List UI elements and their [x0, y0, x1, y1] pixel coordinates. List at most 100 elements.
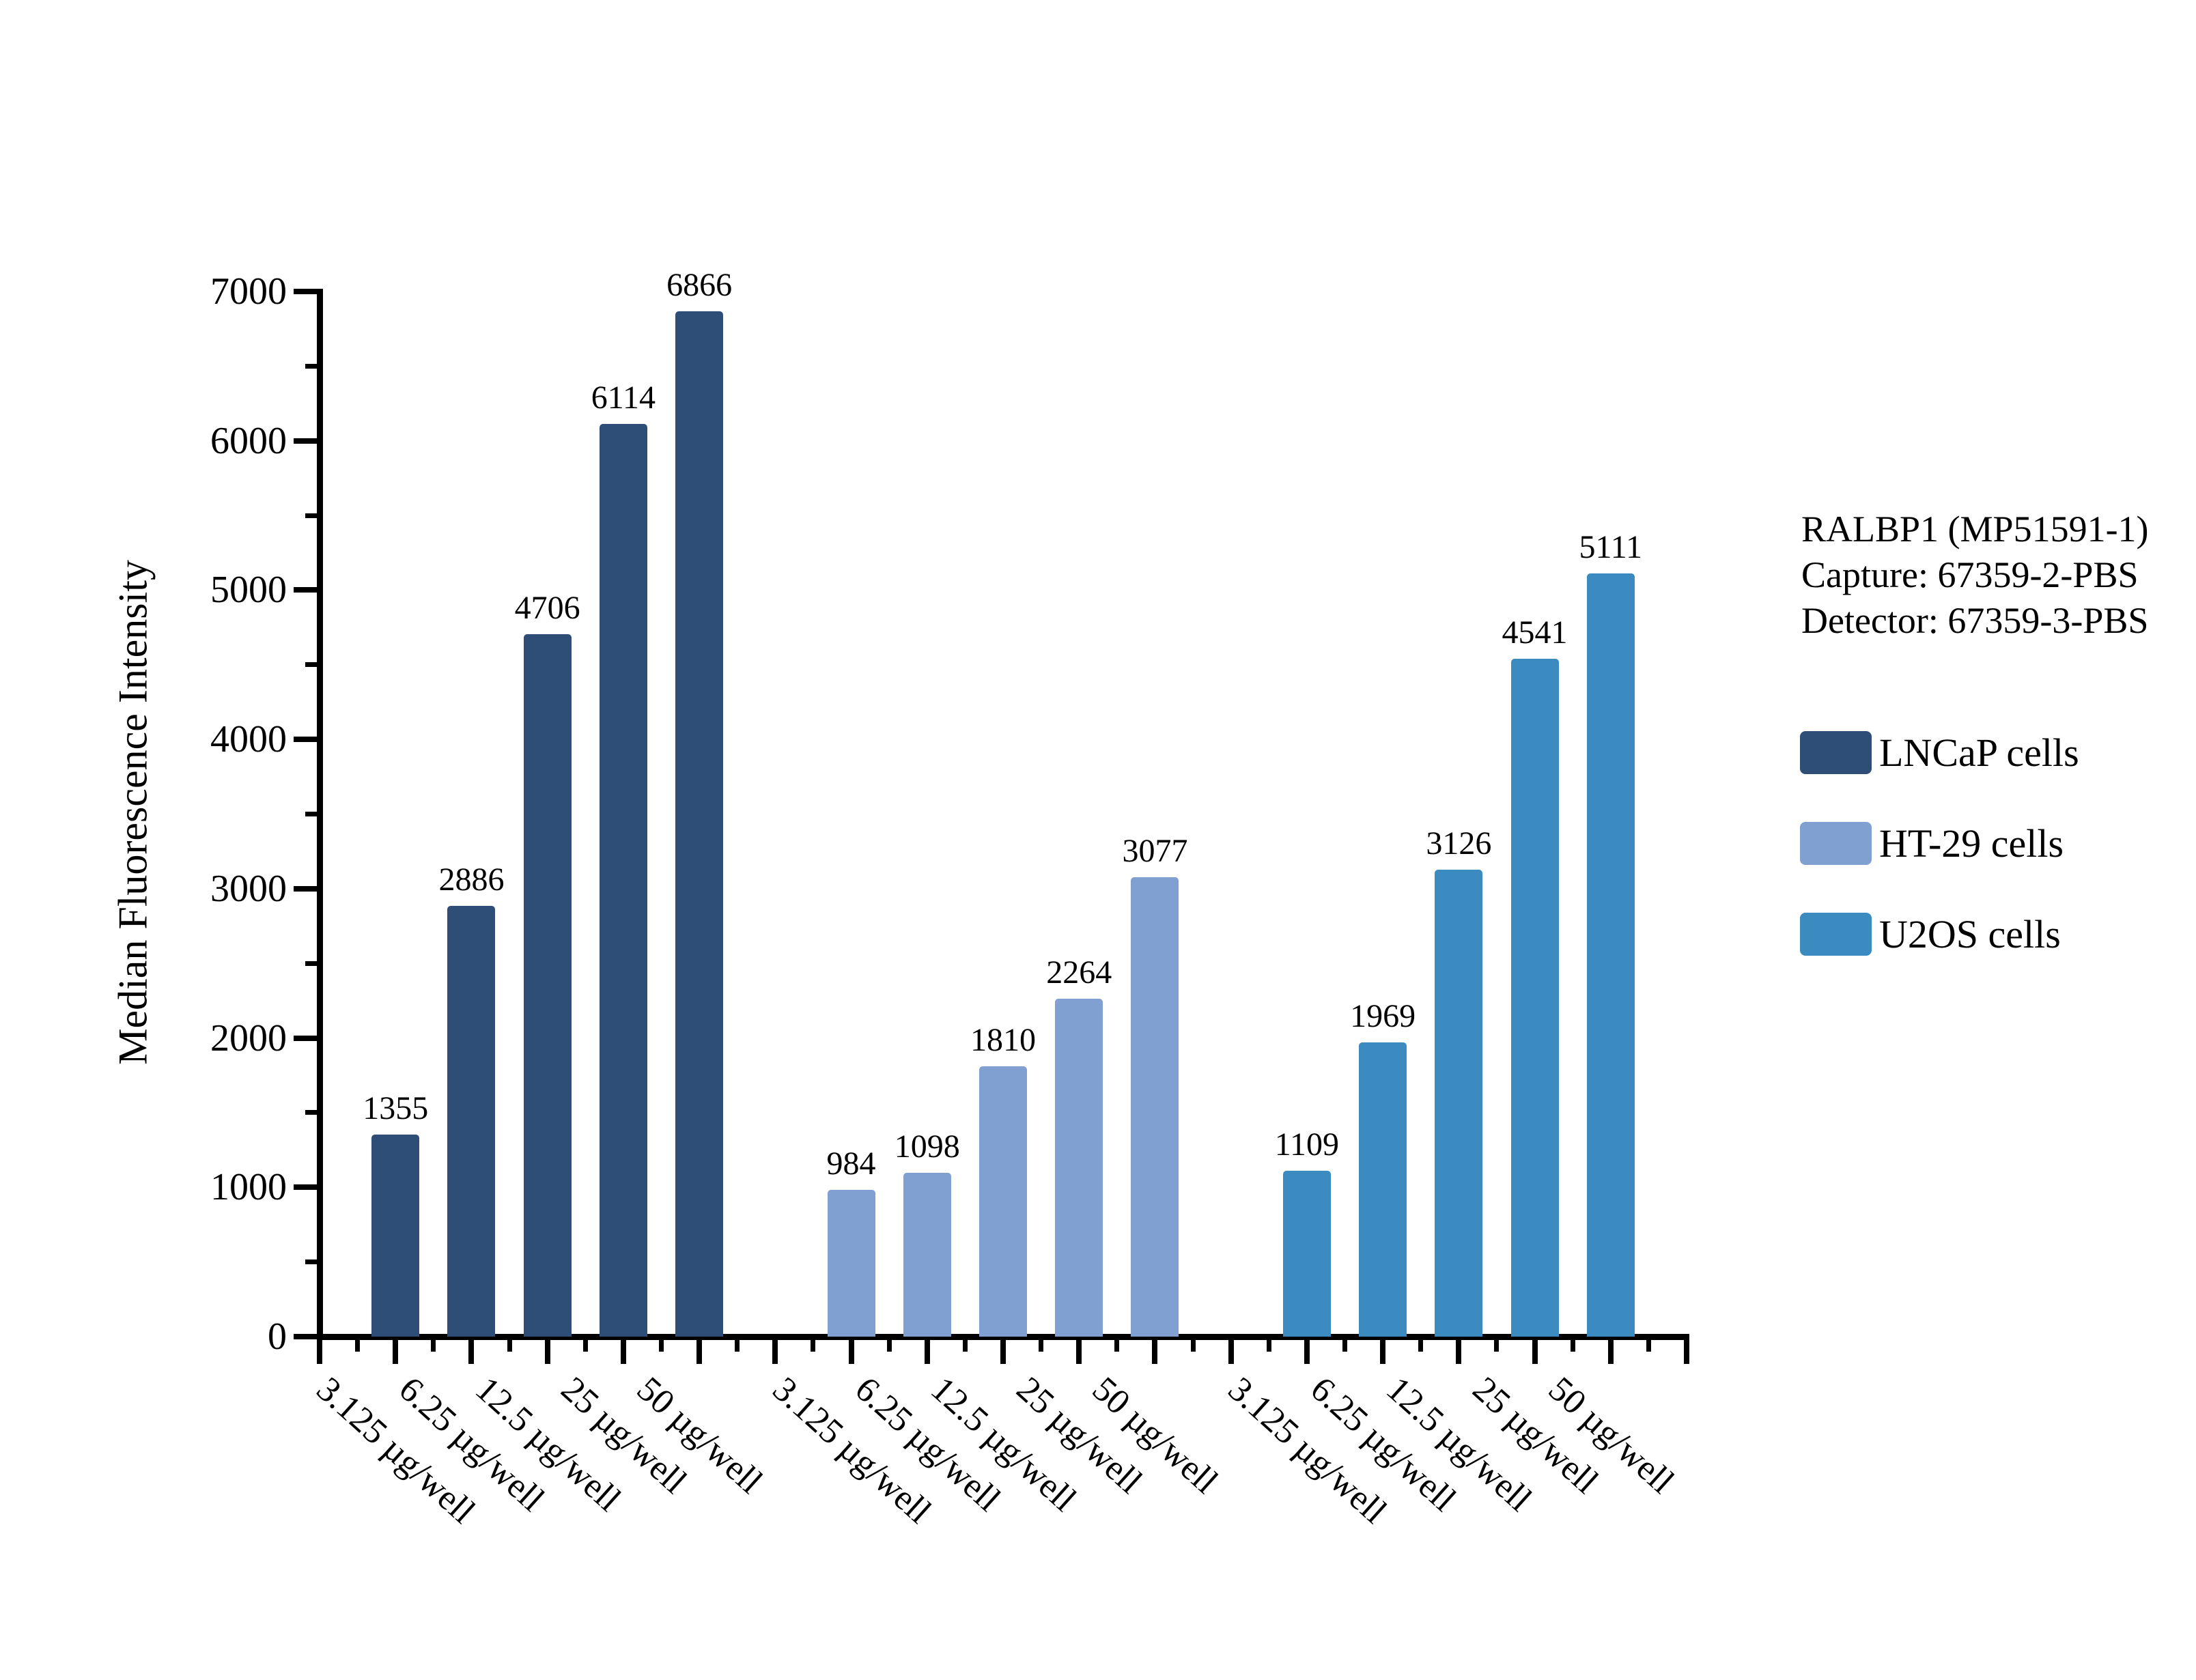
x-tick-minor	[507, 1334, 512, 1352]
x-tick-major	[1000, 1334, 1006, 1364]
bar-value-label: 6866	[666, 267, 733, 304]
y-tick-minor	[305, 960, 320, 966]
y-tick-label: 7000	[210, 270, 287, 313]
bar	[1131, 877, 1179, 1337]
bar-value-label: 2886	[438, 861, 505, 898]
y-tick-major	[294, 289, 320, 294]
legend-title: RALBP1 (MP51591-1) Capture: 67359-2-PBS …	[1801, 507, 2149, 644]
y-tick-label: 6000	[210, 419, 287, 462]
legend-title-line-1: RALBP1 (MP51591-1)	[1801, 509, 2149, 550]
x-tick-minor	[431, 1334, 436, 1352]
x-tick-minor	[735, 1334, 740, 1352]
y-axis-title: Median Fluorescence Intensity	[110, 560, 156, 1065]
y-tick-major	[294, 885, 320, 892]
bar-value-label: 3077	[1122, 833, 1188, 870]
bar-value-label: 6114	[591, 379, 656, 416]
bar	[599, 423, 647, 1337]
x-tick-major	[544, 1334, 550, 1364]
bar	[903, 1172, 951, 1337]
legend-item-label: HT-29 cells	[1879, 821, 2064, 866]
x-tick-major	[317, 1334, 322, 1364]
y-tick-minor	[305, 363, 320, 369]
legend-swatch	[1800, 731, 1872, 774]
y-tick-minor	[305, 1110, 320, 1115]
bar	[1282, 1171, 1331, 1337]
legend-swatch	[1800, 913, 1872, 956]
y-tick-minor	[305, 812, 320, 816]
bar-value-label: 984	[826, 1145, 876, 1182]
bar-value-label: 1355	[363, 1090, 429, 1126]
bar	[1055, 998, 1103, 1337]
y-tick-major	[294, 1184, 320, 1191]
y-tick-label: 1000	[210, 1166, 287, 1209]
bar	[371, 1134, 420, 1337]
bar	[447, 905, 496, 1337]
x-tick-major	[1380, 1334, 1386, 1364]
bar	[979, 1066, 1027, 1337]
x-tick-major	[1456, 1334, 1462, 1364]
x-tick-major	[1532, 1334, 1538, 1364]
x-tick-major	[1607, 1334, 1614, 1364]
x-tick-major	[924, 1334, 930, 1364]
y-tick-major	[294, 737, 320, 743]
y-tick-minor	[305, 662, 320, 668]
bar	[1435, 870, 1483, 1337]
x-tick-major	[1304, 1334, 1310, 1364]
bar-value-label: 1109	[1274, 1126, 1339, 1163]
x-tick-major	[1076, 1334, 1082, 1364]
legend-item-label: U2OS cells	[1879, 912, 2061, 956]
x-tick-major	[393, 1334, 399, 1364]
x-tick-minor	[1418, 1334, 1424, 1352]
legend-item-label: LNCaP cells	[1879, 730, 2079, 775]
bar	[1510, 658, 1559, 1337]
bar	[675, 311, 724, 1337]
legend-title-line-3: Detector: 67359-3-PBS	[1801, 600, 2149, 641]
legend-title-line-2: Capture: 67359-2-PBS	[1801, 554, 2139, 595]
x-tick-major	[1228, 1334, 1234, 1364]
y-tick-label: 4000	[210, 718, 287, 761]
x-tick-minor	[582, 1334, 588, 1352]
x-tick-minor	[1494, 1334, 1500, 1352]
bar-value-label: 1098	[894, 1128, 960, 1165]
y-tick-major	[294, 1035, 320, 1041]
y-tick-label: 5000	[210, 569, 287, 612]
x-tick-major	[468, 1334, 475, 1364]
bar-value-label: 5111	[1579, 529, 1642, 566]
x-tick-minor	[886, 1334, 892, 1352]
bar-value-label: 3126	[1426, 825, 1492, 862]
bar-value-label: 2264	[1046, 954, 1112, 991]
bar-value-label: 4541	[1502, 614, 1568, 651]
legend-swatch	[1800, 822, 1872, 865]
bar-value-label: 1810	[970, 1022, 1036, 1059]
y-tick-major	[294, 1334, 320, 1339]
x-tick-minor	[1342, 1334, 1347, 1352]
x-tick-major	[696, 1334, 703, 1364]
y-axis-line	[316, 289, 323, 1339]
x-tick-major	[772, 1334, 778, 1364]
y-tick-label: 0	[268, 1315, 287, 1358]
x-tick-minor	[811, 1334, 816, 1352]
bar-value-label: 1969	[1350, 998, 1416, 1035]
bar-value-label: 4706	[514, 589, 580, 626]
x-tick-major	[620, 1334, 626, 1364]
y-tick-label: 3000	[210, 867, 287, 910]
x-tick-minor	[1190, 1334, 1196, 1352]
x-tick-minor	[1114, 1334, 1120, 1352]
y-tick-label: 2000	[210, 1016, 287, 1059]
x-tick-major	[1683, 1334, 1689, 1364]
x-tick-minor	[1570, 1334, 1575, 1352]
x-tick-minor	[1039, 1334, 1044, 1352]
bar	[1586, 573, 1635, 1337]
bar	[523, 633, 572, 1337]
y-tick-major	[294, 438, 320, 444]
x-tick-major	[848, 1334, 854, 1364]
bar	[1359, 1042, 1407, 1337]
y-tick-major	[294, 587, 320, 593]
x-tick-minor	[1646, 1334, 1651, 1352]
x-tick-minor	[1266, 1334, 1271, 1352]
y-tick-minor	[305, 1259, 320, 1265]
x-tick-minor	[658, 1334, 664, 1352]
y-tick-minor	[305, 513, 320, 518]
bar	[827, 1189, 875, 1337]
